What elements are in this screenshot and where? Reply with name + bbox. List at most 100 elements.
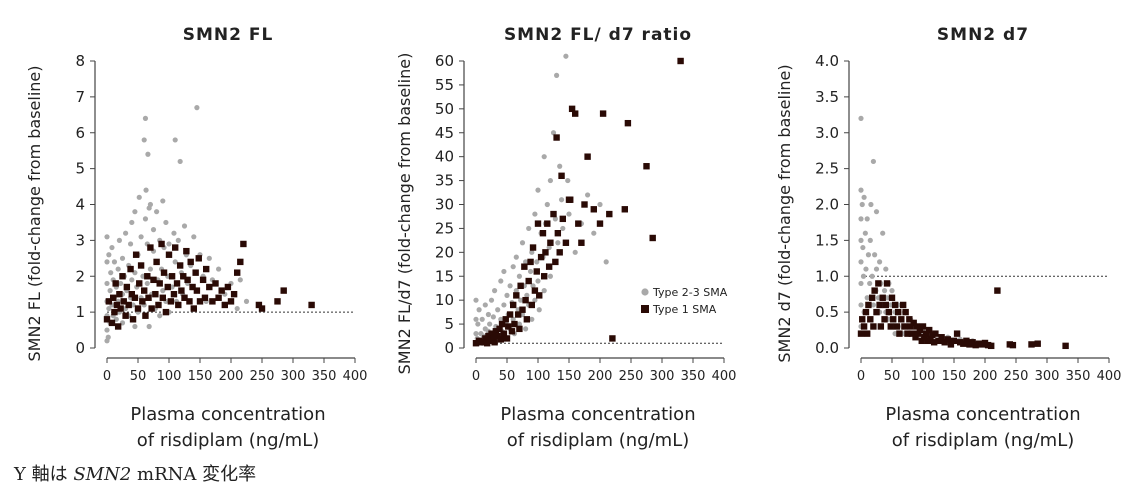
- data-point-type-2-3: [104, 234, 110, 240]
- data-point-type-1: [215, 294, 222, 301]
- data-point-type-1: [930, 339, 938, 346]
- data-point-type-1: [575, 220, 582, 227]
- data-point-type-1: [944, 336, 951, 343]
- data-point-type-2-3: [172, 259, 178, 265]
- data-point-type-2-3: [104, 327, 110, 333]
- data-point-type-1: [128, 290, 135, 298]
- data-point-type-1: [562, 239, 570, 246]
- data-point-type-1: [865, 301, 872, 309]
- data-point-type-2-3: [858, 280, 864, 287]
- data-point-type-1: [519, 306, 526, 313]
- y-axis-label: SMN2 FL/d7 (fold-change from baseline): [395, 53, 414, 375]
- data-point-type-2-3: [109, 244, 115, 251]
- data-point-type-2-3: [147, 201, 153, 208]
- x-tick-label: 350: [312, 369, 337, 384]
- data-point-type-1: [123, 283, 131, 291]
- y-tick-label: 5: [75, 160, 85, 178]
- data-point-type-2-3: [858, 115, 864, 121]
- data-point-type-2-3: [544, 201, 550, 208]
- data-point-type-2-3: [119, 255, 126, 261]
- data-point-type-2-3: [127, 241, 134, 247]
- data-point-type-1: [912, 334, 919, 341]
- data-point-type-1: [492, 328, 500, 335]
- data-point-type-1: [859, 316, 866, 323]
- data-point-type-2-3: [603, 259, 609, 265]
- data-point-type-1: [547, 239, 554, 246]
- data-point-type-1: [490, 335, 497, 342]
- data-point-type-2-3: [138, 234, 144, 240]
- data-point-type-1: [527, 258, 534, 266]
- data-point-type-1: [553, 134, 560, 141]
- data-point-type-2-3: [473, 316, 479, 322]
- data-point-type-1: [488, 330, 495, 337]
- data-point-type-1: [148, 305, 155, 312]
- data-point-type-2-3: [870, 158, 877, 165]
- data-point-type-1: [201, 294, 209, 301]
- y-tick-label: 3.5: [815, 88, 839, 106]
- data-point-type-1: [523, 316, 531, 323]
- data-point-type-1: [144, 273, 151, 280]
- data-point-type-2-3: [163, 219, 169, 226]
- data-point-type-1: [677, 57, 684, 65]
- data-point-type-2-3: [883, 266, 889, 272]
- data-point-type-1: [893, 323, 901, 330]
- data-point-type-1: [111, 308, 118, 316]
- data-point-type-1: [122, 312, 129, 319]
- data-point-type-2-3: [870, 302, 877, 308]
- data-point-type-2-3: [535, 278, 541, 284]
- data-point-type-2-3: [234, 305, 240, 312]
- data-point-type-1: [503, 335, 511, 342]
- data-point-type-1: [153, 258, 160, 266]
- y-tick-label: 7: [75, 88, 85, 106]
- data-point-type-1: [910, 319, 917, 327]
- data-point-type-2-3: [860, 244, 866, 251]
- data-point-type-1: [624, 119, 632, 127]
- x-tick-label: 100: [911, 369, 936, 384]
- data-point-type-2-3: [881, 288, 888, 294]
- chart-title: SMN2 FL: [183, 25, 274, 45]
- data-point-type-1: [116, 290, 123, 298]
- data-point-type-1: [112, 280, 119, 287]
- data-point-type-1: [556, 249, 563, 256]
- data-point-type-1: [120, 298, 127, 305]
- data-point-type-2-3: [132, 323, 138, 330]
- data-point-type-2-3: [513, 254, 519, 260]
- data-point-type-1: [529, 244, 537, 251]
- data-point-type-2-3: [527, 268, 534, 275]
- x-tick-label: 150: [188, 369, 213, 384]
- data-point-type-1: [180, 273, 187, 280]
- chart-title: SMN2 d7: [937, 25, 1029, 45]
- data-point-type-1: [896, 330, 903, 337]
- data-point-type-1: [212, 280, 219, 287]
- chart-title: SMN2 FL/ d7 ratio: [504, 25, 692, 45]
- y-tick-label: 1: [75, 303, 85, 321]
- data-point-type-1: [218, 287, 225, 294]
- data-point-type-1: [883, 280, 891, 287]
- x-tick-label: 300: [281, 369, 306, 384]
- data-point-type-2-3: [501, 268, 507, 275]
- data-point-type-1: [178, 287, 185, 294]
- data-point-type-2-3: [560, 225, 566, 232]
- data-point-type-1: [511, 320, 518, 328]
- x-tick-label: 250: [250, 369, 275, 384]
- data-point-type-2-3: [507, 283, 513, 289]
- data-point-type-2-3: [191, 234, 197, 240]
- data-point-type-1: [539, 230, 547, 237]
- data-point-type-1: [525, 277, 532, 285]
- x-tick-label: 300: [1035, 369, 1060, 384]
- x-tick-label: 0: [472, 369, 480, 384]
- data-point-type-1: [1034, 340, 1041, 347]
- data-point-type-1: [199, 276, 207, 284]
- data-point-type-2-3: [487, 321, 493, 327]
- data-point-type-2-3: [498, 316, 504, 322]
- data-point-type-2-3: [206, 255, 212, 261]
- data-point-type-2-3: [518, 297, 524, 303]
- y-tick-label: 3.0: [815, 124, 839, 142]
- x-axis-label-line: of risdiplam (ng/mL): [137, 430, 320, 451]
- data-point-type-2-3: [554, 72, 560, 78]
- data-point-type-1: [516, 325, 523, 333]
- data-point-type-1: [131, 294, 139, 301]
- y-tick-label: 0: [75, 339, 85, 357]
- x-tick-label: 150: [942, 369, 967, 384]
- data-point-type-1: [932, 330, 939, 337]
